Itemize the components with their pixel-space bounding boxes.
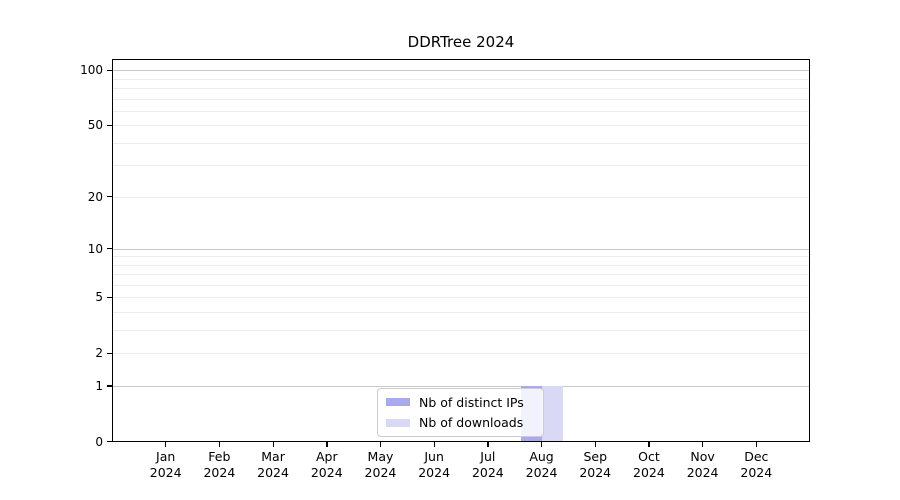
y-tick <box>106 385 112 387</box>
minor-gridline <box>112 353 810 355</box>
minor-gridline <box>112 110 810 112</box>
x-tick-label: May 2024 <box>364 449 397 480</box>
minor-gridline <box>112 142 810 144</box>
minor-gridline <box>112 264 810 266</box>
y-tick-label: 5 <box>95 290 103 305</box>
y-tick-label: 50 <box>87 118 103 133</box>
x-tick <box>648 442 650 447</box>
minor-gridline <box>112 312 810 314</box>
major-gridline <box>112 385 810 387</box>
x-tick-label: Mar 2024 <box>257 449 289 480</box>
x-tick-label: Jul 2024 <box>471 449 504 480</box>
major-gridline <box>112 70 810 72</box>
minor-gridline <box>112 165 810 167</box>
x-tick <box>165 442 167 447</box>
minor-gridline <box>112 297 810 299</box>
bar <box>541 385 563 442</box>
x-tick <box>326 442 328 447</box>
legend: Nb of distinct IPs Nb of downloads <box>377 388 544 437</box>
minor-gridline <box>112 78 810 80</box>
minor-gridline <box>112 329 810 331</box>
minor-gridline <box>112 196 810 198</box>
x-tick <box>433 442 435 447</box>
y-tick <box>106 352 112 354</box>
minor-gridline <box>112 125 810 127</box>
plot-area <box>112 59 810 442</box>
y-tick-label: 2 <box>95 346 103 361</box>
y-tick <box>106 124 112 126</box>
minor-gridline <box>112 98 810 100</box>
x-tick-label: Jan 2024 <box>149 449 182 480</box>
y-tick-label: 20 <box>87 189 103 204</box>
x-tick-label: Feb 2024 <box>203 449 236 480</box>
x-tick-label: Oct 2024 <box>633 449 665 480</box>
y-tick-label: 10 <box>87 241 103 256</box>
y-tick-label: 100 <box>80 63 103 78</box>
legend-label-downloads: Nb of downloads <box>419 415 524 431</box>
x-tick <box>272 442 274 447</box>
y-tick <box>106 196 112 198</box>
x-tick <box>541 442 543 447</box>
x-tick-label: Sep 2024 <box>579 449 612 480</box>
legend-swatch-distinct-ips <box>386 398 410 407</box>
legend-label-distinct-ips: Nb of distinct IPs <box>419 394 524 410</box>
x-tick-label: Nov 2024 <box>686 449 719 480</box>
legend-item-downloads: Nb of downloads <box>386 415 535 430</box>
x-tick <box>702 442 704 447</box>
minor-gridline <box>112 274 810 276</box>
chart-title: DDRTree 2024 <box>407 33 515 51</box>
y-tick <box>106 69 112 71</box>
x-tick <box>755 442 758 447</box>
x-tick-label: Dec 2024 <box>740 449 773 480</box>
x-tick <box>379 442 382 447</box>
y-tick-label: 1 <box>95 378 103 393</box>
x-tick-label: Jun 2024 <box>418 449 451 480</box>
x-tick <box>218 442 221 447</box>
x-tick <box>594 442 597 447</box>
y-tick <box>106 248 112 250</box>
minor-gridline <box>112 87 810 89</box>
legend-item-distinct-ips: Nb of distinct IPs <box>386 395 535 410</box>
minor-gridline <box>112 284 810 286</box>
x-tick-label: Aug 2024 <box>525 449 558 480</box>
minor-gridline <box>112 256 810 258</box>
y-tick <box>106 441 112 443</box>
y-tick <box>106 296 112 299</box>
x-tick <box>487 442 489 447</box>
x-tick-label: Apr 2024 <box>310 449 343 480</box>
y-tick-label: 0 <box>95 434 103 449</box>
major-gridline <box>112 248 810 250</box>
legend-swatch-downloads <box>386 418 410 427</box>
